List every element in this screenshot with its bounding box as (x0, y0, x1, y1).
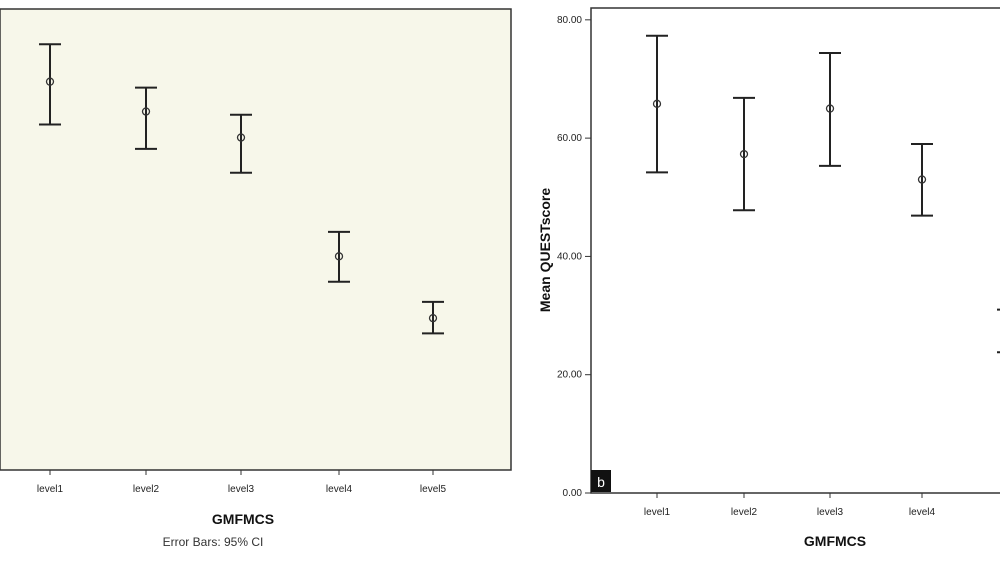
chart-b-x-axis-title: GMFMCS (804, 533, 866, 549)
chart-a-plot-area (0, 8, 512, 471)
y-tick-label-20.00: 20.00 (557, 370, 582, 381)
x-tick-label-level3: level3 (817, 507, 844, 518)
mean-point-level4 (334, 252, 344, 261)
chart-a-x-axis-title: GMFMCS (212, 511, 274, 527)
x-tick-label-level2: level2 (731, 507, 758, 518)
chart-a-x-ticks: level1 level2 level3 level4 level5 (37, 470, 447, 495)
mean-point-level1 (652, 99, 662, 108)
x-tick-label-level1: level1 (644, 507, 671, 518)
mean-point-level5 (428, 313, 438, 323)
chart-b-y-ticks: 0.00 20.00 40.00 60.00 80.00 (557, 15, 591, 499)
chart-b-plot-area (590, 7, 1000, 494)
y-tick-label-0.00: 0.00 (563, 488, 583, 499)
mean-point-level3 (825, 104, 835, 113)
y-tick-label-60.00: 60.00 (557, 133, 582, 144)
mean-point-level2 (141, 107, 151, 116)
mean-point-level4 (917, 175, 927, 184)
x-tick-label-level4: level4 (909, 507, 936, 518)
panel-b-tag-label: b (597, 474, 605, 490)
panel-b-tag (591, 470, 611, 492)
mean-point-level1 (45, 77, 55, 86)
x-tick-label-level2: level2 (133, 484, 160, 495)
x-tick-label-level1: level1 (37, 484, 64, 495)
chart-a-svg: level1 level2 level3 level4 level5 GMFMCS Er… (0, 8, 512, 549)
mean-point-level2 (739, 149, 749, 159)
chart-b-svg: 0.00 20.00 40.00 60.00 80.00 level1 level2 lev… (537, 7, 1000, 549)
x-tick-label-level4: level4 (326, 484, 353, 495)
x-tick-label-level3: level3 (228, 484, 255, 495)
chart-b-y-axis-title: Mean QUESTscore (537, 188, 553, 312)
chart-b-marks (646, 34, 1000, 354)
x-tick-label-level5: level5 (420, 484, 447, 495)
mean-point-level3 (236, 133, 246, 142)
chart-panel-b: 0.00 20.00 40.00 60.00 80.00 level1 level2 lev… (520, 0, 1000, 562)
chart-panel-a: level1 level2 level3 level4 level5 GMFMCS Er… (0, 8, 512, 549)
y-tick-label-80.00: 80.00 (557, 15, 582, 26)
chart-a-caption: Error Bars: 95% CI (163, 535, 264, 549)
y-tick-label-40.00: 40.00 (557, 251, 582, 262)
chart-a-marks (39, 43, 444, 335)
